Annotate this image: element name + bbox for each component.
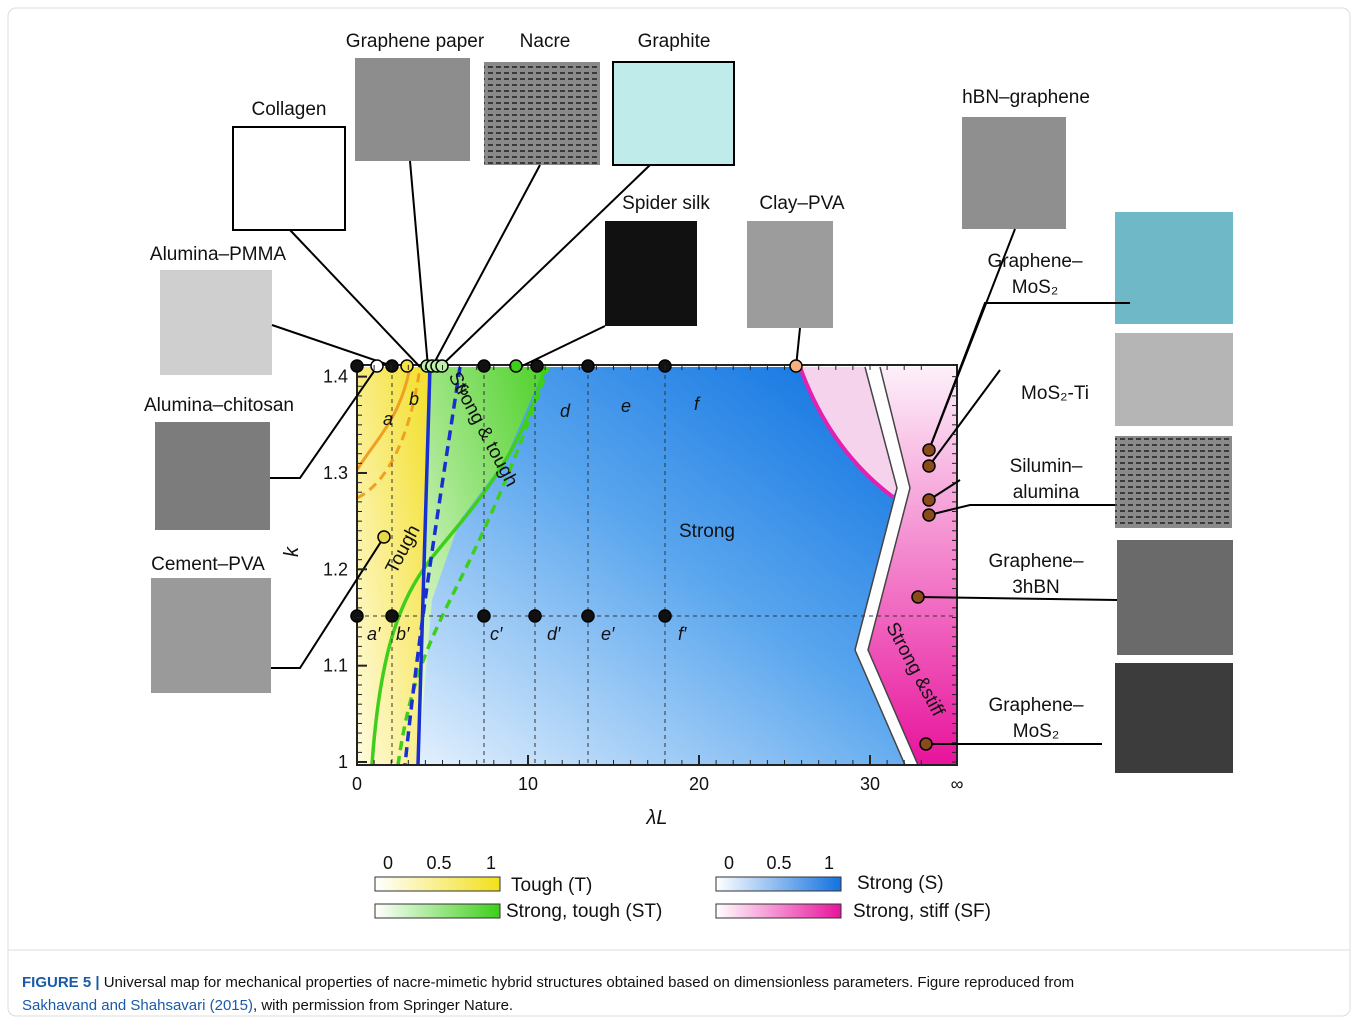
- dot: [531, 360, 543, 372]
- y-axis-label: k: [281, 546, 303, 557]
- dot: [351, 360, 363, 372]
- material-label: Alumina–PMMA: [150, 244, 287, 265]
- dot: [510, 360, 522, 372]
- material-label: Graphene paper: [346, 31, 485, 52]
- dot: [386, 610, 398, 622]
- material-label: Silumin–: [1010, 456, 1083, 477]
- legend-scale: 0: [383, 853, 393, 873]
- x-tick-label: 10: [518, 774, 538, 794]
- legend-label: Tough (T): [511, 875, 592, 896]
- point-label: e′: [601, 624, 615, 644]
- caption-label: FIGURE 5 |: [22, 974, 100, 991]
- material-label: Nacre: [520, 31, 571, 52]
- material-label: Graphene–: [988, 551, 1084, 572]
- material-label: 3hBN: [1012, 577, 1060, 598]
- dot: [912, 591, 924, 603]
- material-label: alumina: [1013, 482, 1080, 503]
- y-tick-label: 1.3: [323, 463, 348, 483]
- dot: [351, 610, 363, 622]
- legend-label: Strong, tough (ST): [506, 901, 662, 922]
- dot: [386, 360, 398, 372]
- dot: [582, 360, 594, 372]
- material-label: MoS₂: [1013, 721, 1059, 742]
- point-label: b′: [396, 624, 410, 644]
- material-label: Graphene–: [987, 251, 1083, 272]
- legend-label: Strong (S): [857, 873, 944, 894]
- y-tick-label: 1: [338, 752, 348, 772]
- x-tick-label: 30: [860, 774, 880, 794]
- dot: [401, 360, 413, 372]
- dot: [923, 494, 935, 506]
- y-tick-label: 1.1: [323, 656, 348, 676]
- dot: [923, 509, 935, 521]
- legend-scale: 1: [486, 853, 496, 873]
- figure: Tough Strong & tough Strong Strong &stif…: [0, 0, 1358, 1024]
- caption: FIGURE 5 | Universal map for mechanical …: [22, 974, 1074, 991]
- material-label: MoS₂: [1012, 277, 1058, 298]
- legend-scale: 0.5: [766, 853, 791, 873]
- material-label: Graphene–: [988, 695, 1084, 716]
- material-label: MoS₂-Ti: [1021, 383, 1089, 404]
- dot: [790, 360, 802, 372]
- dot: [529, 610, 541, 622]
- point-label: d: [560, 401, 571, 421]
- x-tick-label: 0: [352, 774, 362, 794]
- region-label: Strong: [679, 521, 735, 542]
- material-label: Spider silk: [622, 193, 710, 214]
- point-label: b: [409, 389, 419, 409]
- caption: Sakhavand and Shahsavari (2015), with pe…: [22, 997, 513, 1014]
- point-label: a: [383, 409, 393, 429]
- legend-scale: 0: [724, 853, 734, 873]
- material-label: Cement–PVA: [151, 554, 265, 575]
- material-label: Graphite: [638, 31, 711, 52]
- legend-label: Strong, stiff (SF): [853, 901, 991, 922]
- x-tick-label: 20: [689, 774, 709, 794]
- legend-scale: 1: [824, 853, 834, 873]
- material-label: Alumina–chitosan: [144, 395, 294, 416]
- material-label: hBN–graphene: [962, 87, 1090, 108]
- dot: [923, 444, 935, 456]
- point-label: c′: [490, 624, 503, 644]
- dot: [371, 360, 383, 372]
- legend-scale: 0.5: [426, 853, 451, 873]
- dot: [478, 610, 490, 622]
- dot: [478, 360, 490, 372]
- point-label: f′: [678, 624, 687, 644]
- dot: [920, 738, 932, 750]
- caption-tail: , with permission from Springer Nature.: [253, 997, 513, 1014]
- dot: [582, 610, 594, 622]
- material-label: Collagen: [252, 99, 327, 120]
- point-label: c: [460, 379, 469, 399]
- y-tick-label: 1.4: [323, 367, 348, 387]
- y-tick-label: 1.2: [323, 559, 348, 579]
- dot: [923, 460, 935, 472]
- point-label: a′: [367, 624, 381, 644]
- x-tick-label: ∞: [951, 774, 964, 794]
- point-label: d′: [547, 624, 561, 644]
- plot-regions: [357, 367, 957, 765]
- caption-text: Universal map for mechanical properties …: [104, 974, 1074, 991]
- dot: [659, 610, 671, 622]
- point-label: e: [621, 396, 631, 416]
- caption-link[interactable]: Sakhavand and Shahsavari (2015): [22, 997, 253, 1014]
- x-axis-label: λL: [646, 807, 668, 829]
- material-label: Clay–PVA: [759, 193, 845, 214]
- dot: [378, 531, 390, 543]
